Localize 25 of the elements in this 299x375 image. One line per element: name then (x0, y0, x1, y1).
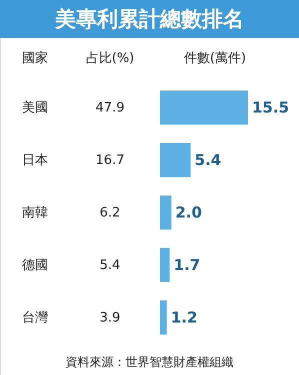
x-axis-title: 件數(萬件) (184, 51, 246, 66)
data-label: 15.5 (252, 98, 290, 117)
text: 占比(%) (86, 51, 134, 66)
bar (160, 300, 167, 335)
data-label: 1.2 (170, 308, 198, 326)
source-note: 資料來源：世界智慧財產權組織 (66, 355, 234, 369)
data-label: 1.7 (174, 256, 200, 274)
text: 5.4 (100, 258, 120, 273)
bar (160, 248, 170, 282)
y-tick-label: 德國 (22, 258, 48, 273)
text: 3.9 (100, 310, 120, 326)
chart-title: 美專利累計總數排名 (54, 7, 244, 31)
text: 6.2 (100, 206, 120, 220)
y-tick-label: 日本 (22, 153, 48, 168)
y-tick-label: 美國 (22, 100, 48, 116)
bar (160, 90, 248, 125)
data-label: 5.4 (194, 151, 222, 170)
data-label: 2.0 (175, 204, 202, 222)
text: 16.7 (96, 153, 124, 168)
y-axis-title: 國家 (22, 50, 48, 66)
y-tick-label: 台灣 (22, 310, 48, 326)
y-tick-label: 南韓 (22, 206, 48, 220)
bar (160, 142, 191, 178)
bar (160, 195, 172, 230)
text: 47.9 (96, 100, 124, 116)
